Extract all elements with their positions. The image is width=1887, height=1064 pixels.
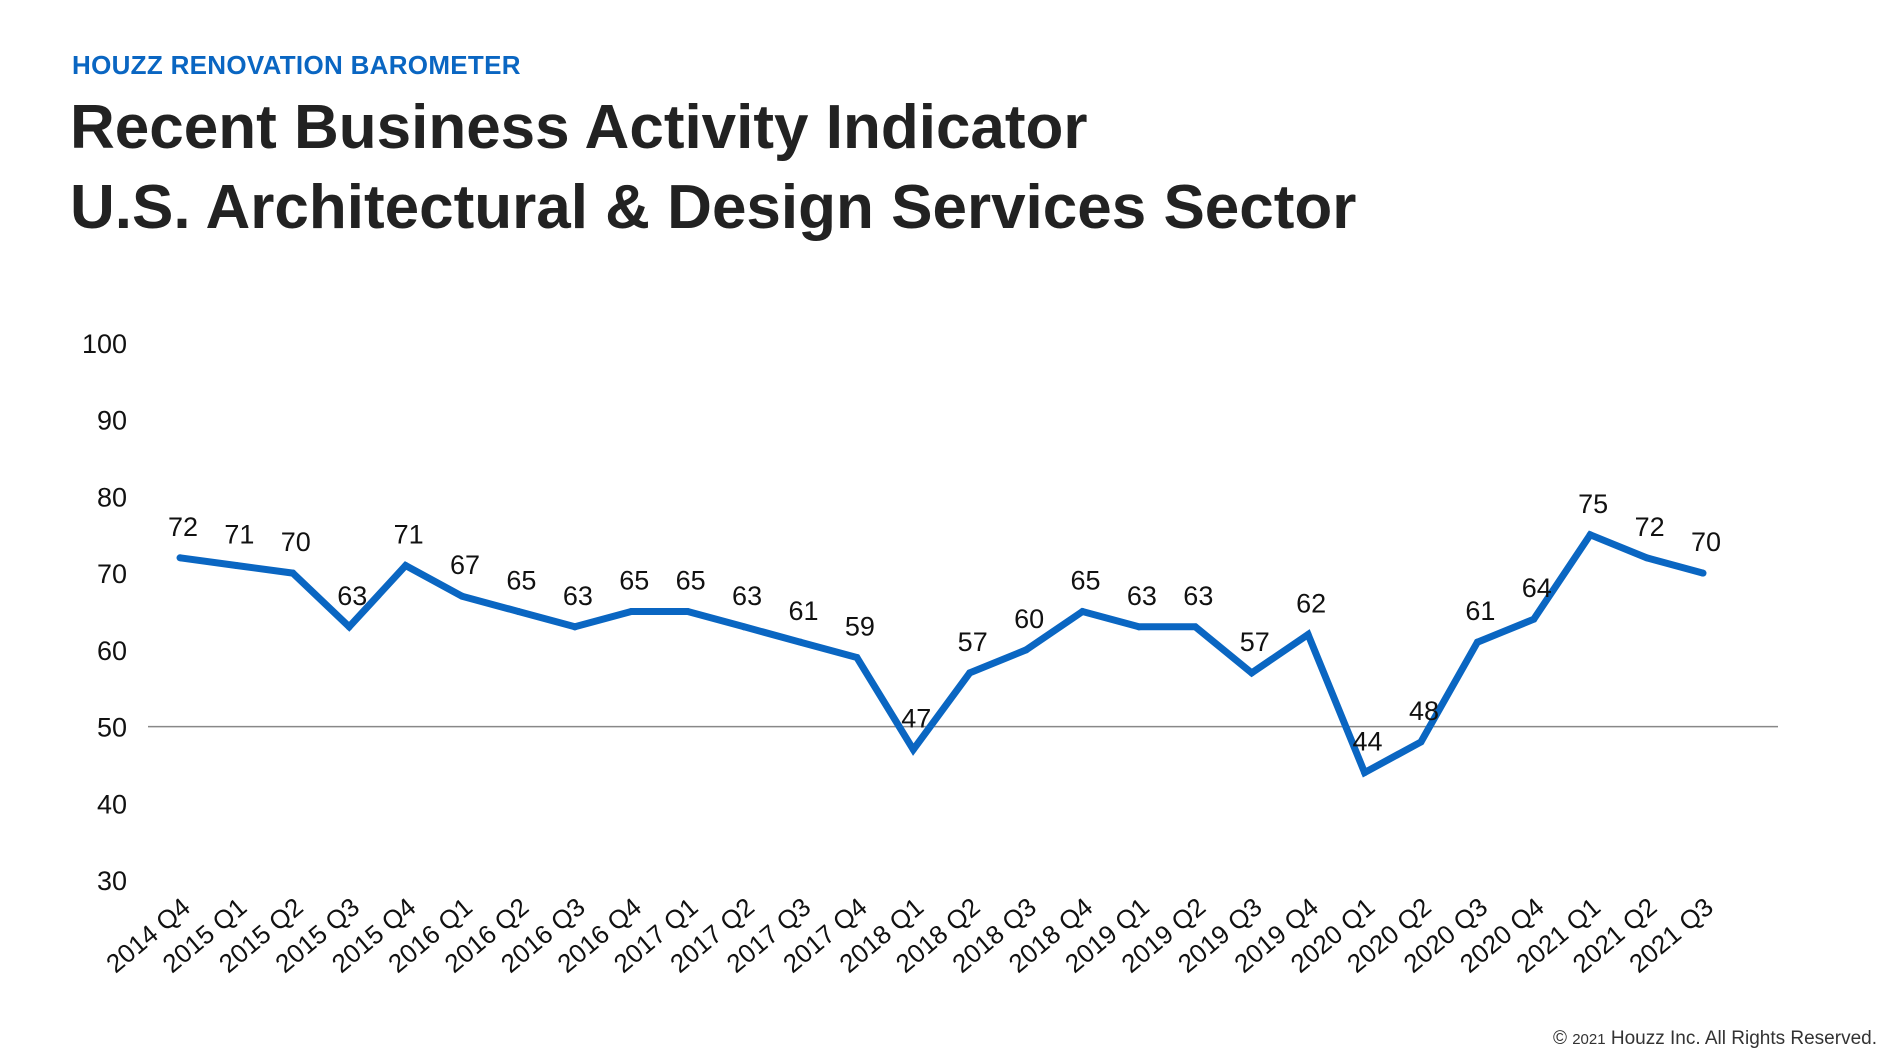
data-label: 71 xyxy=(394,519,424,549)
data-point xyxy=(458,592,466,600)
data-label: 63 xyxy=(563,581,593,611)
data-point xyxy=(1022,646,1030,654)
data-point xyxy=(966,669,974,677)
title-line-2: U.S. Architectural & Design Services Sec… xyxy=(70,173,1357,242)
data-label: 65 xyxy=(676,566,706,596)
copyright-text: Houzz Inc. All Rights Reserved. xyxy=(1610,1028,1877,1049)
data-label: 65 xyxy=(1070,566,1100,596)
data-point xyxy=(1191,623,1199,631)
series-line xyxy=(179,530,1704,778)
data-label: 70 xyxy=(1691,527,1721,557)
data-labels: 72 71 70 63 71 67 65 63 65 65 63 61 59 47 57 60 65 63 63 57… xyxy=(168,489,1721,757)
data-point xyxy=(684,608,692,615)
y-tick-label: 40 xyxy=(97,789,127,819)
copyright-symbol: © xyxy=(1552,1028,1567,1049)
data-label: 67 xyxy=(450,550,480,580)
title-line-1: Recent Business Activity Indicator xyxy=(70,93,1088,162)
data-label: 63 xyxy=(1127,581,1157,611)
kicker-label: HOUZZ RENOVATION BAROMETER xyxy=(72,50,521,80)
data-point xyxy=(1699,569,1707,577)
data-label: 57 xyxy=(1240,627,1270,657)
data-point xyxy=(1304,631,1312,639)
data-point xyxy=(514,608,522,615)
data-label: 59 xyxy=(845,612,875,642)
data-label: 57 xyxy=(958,627,988,657)
data-point xyxy=(232,561,240,569)
data-point xyxy=(796,638,804,646)
data-label: 47 xyxy=(901,704,931,734)
data-label: 62 xyxy=(1296,589,1326,619)
page-title: Recent Business Activity Indicator U.S. … xyxy=(70,88,1356,248)
data-point xyxy=(1530,615,1538,623)
series-group xyxy=(176,530,1707,778)
data-label: 72 xyxy=(1635,512,1665,542)
copyright-notice: © 2021 Houzz Inc. All Rights Reserved. xyxy=(1553,1028,1877,1050)
data-point xyxy=(1473,638,1481,646)
data-point xyxy=(1417,738,1425,746)
data-point xyxy=(909,746,917,754)
y-tick-label: 50 xyxy=(97,713,127,743)
data-label: 63 xyxy=(337,581,367,611)
data-label: 60 xyxy=(1014,604,1044,634)
data-label: 71 xyxy=(224,519,254,549)
data-label: 64 xyxy=(1522,573,1552,603)
y-tick-label: 60 xyxy=(97,636,127,666)
data-point xyxy=(1586,531,1594,539)
data-label: 72 xyxy=(168,512,198,542)
data-point xyxy=(289,569,297,577)
data-point xyxy=(1248,669,1256,677)
data-point xyxy=(345,623,353,631)
data-point xyxy=(176,554,184,562)
data-label: 65 xyxy=(506,566,536,596)
y-tick-label: 30 xyxy=(97,866,127,896)
data-label: 63 xyxy=(732,581,762,611)
data-point xyxy=(571,623,579,631)
data-point xyxy=(1643,554,1651,562)
copyright-year: 2021 xyxy=(1572,1031,1606,1048)
data-label: 44 xyxy=(1353,727,1383,757)
y-axis: 100 90 80 70 60 50 40 30 xyxy=(82,329,127,896)
data-point xyxy=(853,654,861,662)
data-point xyxy=(1079,608,1087,615)
data-point xyxy=(1361,769,1369,777)
data-point xyxy=(740,623,748,631)
y-tick-label: 70 xyxy=(97,559,127,589)
data-label: 65 xyxy=(619,566,649,596)
data-label: 70 xyxy=(281,527,311,557)
data-point xyxy=(1135,623,1143,631)
y-tick-label: 80 xyxy=(97,482,127,512)
data-label: 61 xyxy=(788,596,818,626)
data-point xyxy=(627,608,635,615)
data-point xyxy=(402,561,410,569)
data-label: 61 xyxy=(1465,596,1495,626)
y-tick-label: 100 xyxy=(82,329,127,359)
data-label: 48 xyxy=(1409,696,1439,726)
data-label: 75 xyxy=(1578,489,1608,519)
data-label: 63 xyxy=(1183,581,1213,611)
y-tick-label: 90 xyxy=(97,406,127,436)
